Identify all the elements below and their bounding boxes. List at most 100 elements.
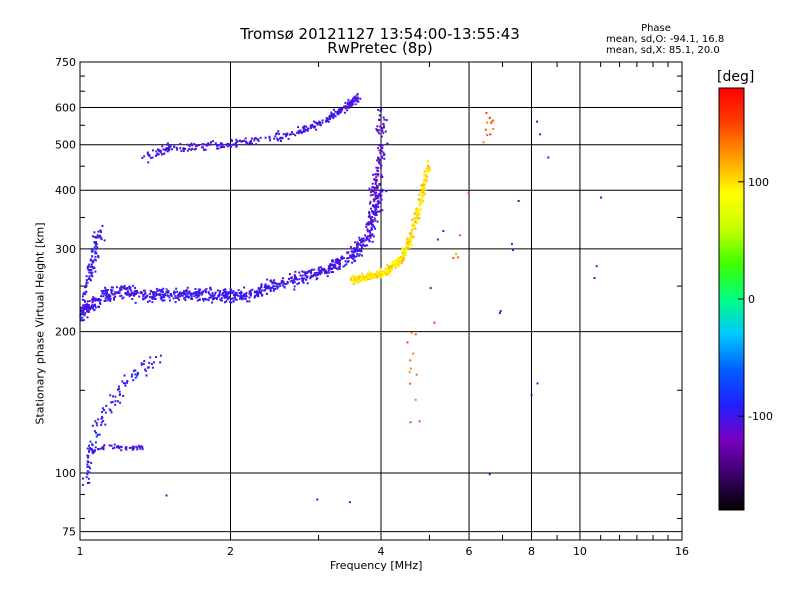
data-point [85,284,88,287]
data-point [276,137,279,140]
data-point [132,447,135,450]
data-point [81,313,84,316]
data-point [364,244,367,247]
data-point [331,258,334,261]
data-point [429,169,432,172]
data-point [306,129,309,132]
data-point [305,271,308,274]
data-point [370,277,373,280]
data-point [407,241,410,244]
data-point [332,263,335,266]
data-point [179,147,182,150]
data-point [297,132,300,135]
data-point [309,126,312,129]
data-point [539,133,542,136]
data-point [368,274,371,277]
data-point [349,254,352,257]
data-point [79,309,82,312]
data-point [306,282,309,285]
data-point [415,213,418,216]
data-point [414,217,417,220]
data-point [386,265,389,268]
data-point [86,460,89,463]
data-point [409,421,412,424]
data-point [277,139,280,142]
data-point [354,97,357,100]
data-point [426,161,429,164]
data-point [89,258,92,261]
data-point [259,136,262,139]
data-point [327,267,330,270]
data-point [257,139,260,142]
data-point [365,225,368,228]
data-point [419,207,422,210]
data-point [383,118,386,121]
data-point [244,293,247,296]
data-point [131,373,134,376]
data-point [94,255,97,258]
data-point [407,237,410,240]
data-point [365,236,368,239]
data-point [266,278,269,281]
data-point [89,271,92,274]
data-point [355,275,358,278]
data-point [381,274,384,277]
data-point [182,291,185,294]
data-point [419,199,422,202]
data-point [91,299,94,302]
data-point [296,131,299,134]
data-point [130,375,133,378]
data-point [136,448,139,451]
data-point [207,290,210,293]
data-point [374,204,377,207]
data-point [125,288,128,291]
data-point [114,403,117,406]
data-point [220,296,223,299]
data-point [371,219,374,222]
data-point [370,223,373,226]
y-tick-label: 75 [62,526,76,539]
data-point [391,265,394,268]
data-point [222,289,225,292]
phase-legend-heading: Phase [641,23,671,34]
data-point [361,239,364,242]
x-tick-label: 16 [675,545,689,558]
data-point [118,447,121,450]
data-point [593,277,596,280]
data-point [95,422,98,425]
data-point [155,287,158,290]
data-point [83,313,86,316]
data-point [300,277,303,280]
data-point [90,265,93,268]
data-point [323,272,326,275]
data-point [89,269,92,272]
data-point [89,447,92,450]
data-point [230,289,233,292]
data-point [91,450,94,453]
data-point [339,262,342,265]
data-point [375,274,378,277]
data-point [201,297,204,300]
data-point [161,299,164,302]
data-point [372,204,375,207]
data-point [381,270,384,273]
data-point [84,312,87,315]
data-point [119,295,122,298]
data-point [310,274,313,277]
data-point [155,356,158,359]
data-point [360,278,363,281]
data-point [152,291,155,294]
data-point [488,473,491,476]
data-point [190,142,193,145]
data-point [188,290,191,293]
data-point [382,271,385,274]
data-point [204,143,207,146]
data-point [109,299,112,302]
data-point [104,294,107,297]
data-point [282,282,285,285]
data-point [264,283,267,286]
data-point [111,289,114,292]
data-point [195,294,198,297]
data-point [110,289,113,292]
data-point [87,277,90,280]
